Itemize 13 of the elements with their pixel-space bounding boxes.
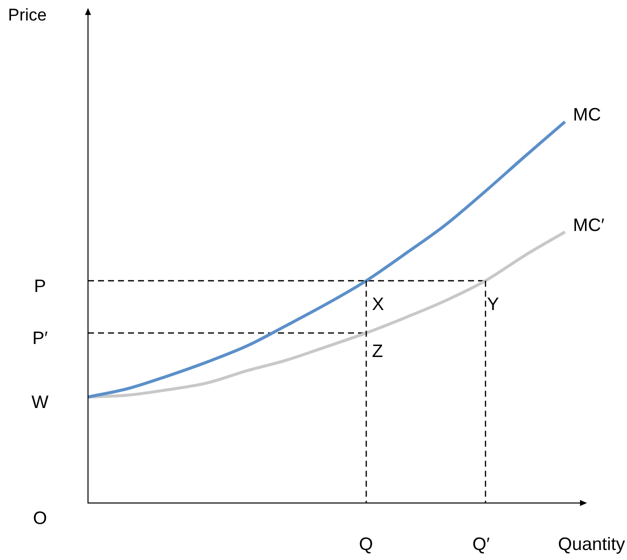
text: P [34,276,46,296]
annotation: Y [487,294,500,314]
text: O [32,508,48,528]
text: P′ [32,328,48,348]
text: Q′ [472,534,490,554]
annotation: Z [372,340,383,361]
series-label: MC′ [573,214,605,235]
x-axis-title: Quantity [558,534,625,554]
text: W [32,392,48,412]
annotation: X [372,294,384,314]
text: Q [358,534,374,554]
series-label: MC [573,104,601,125]
text: Price [8,6,47,25]
